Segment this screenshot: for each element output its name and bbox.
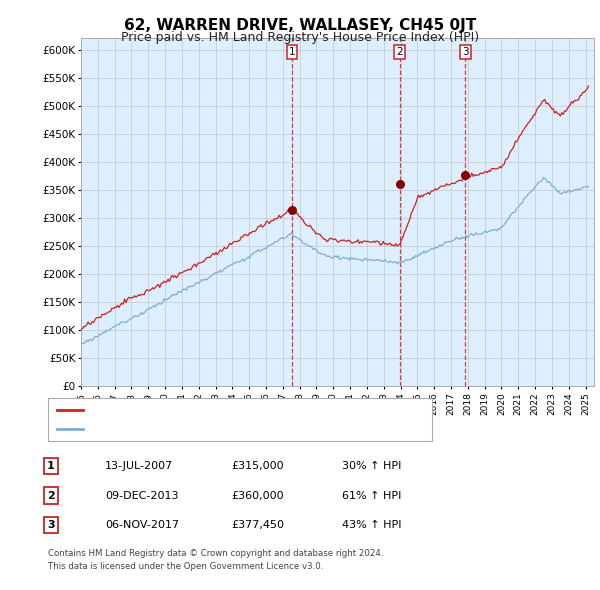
Text: 2: 2 [47,491,55,500]
Text: 1: 1 [47,461,55,471]
Text: HPI: Average price, detached house, Wirral: HPI: Average price, detached house, Wirr… [88,424,311,434]
Text: £377,450: £377,450 [231,520,284,530]
Text: 2: 2 [396,47,403,57]
Text: £360,000: £360,000 [231,491,284,500]
Text: 62, WARREN DRIVE, WALLASEY, CH45 0JT: 62, WARREN DRIVE, WALLASEY, CH45 0JT [124,18,476,32]
Text: £315,000: £315,000 [231,461,284,471]
Text: 62, WARREN DRIVE, WALLASEY, CH45 0JT (detached house): 62, WARREN DRIVE, WALLASEY, CH45 0JT (de… [88,405,398,415]
Text: This data is licensed under the Open Government Licence v3.0.: This data is licensed under the Open Gov… [48,562,323,571]
Text: 09-DEC-2013: 09-DEC-2013 [105,491,179,500]
Text: 3: 3 [462,47,469,57]
Text: 1: 1 [289,47,295,57]
Text: 06-NOV-2017: 06-NOV-2017 [105,520,179,530]
Text: 30% ↑ HPI: 30% ↑ HPI [342,461,401,471]
Text: Price paid vs. HM Land Registry's House Price Index (HPI): Price paid vs. HM Land Registry's House … [121,31,479,44]
Text: 61% ↑ HPI: 61% ↑ HPI [342,491,401,500]
Text: Contains HM Land Registry data © Crown copyright and database right 2024.: Contains HM Land Registry data © Crown c… [48,549,383,558]
Text: 43% ↑ HPI: 43% ↑ HPI [342,520,401,530]
Text: 3: 3 [47,520,55,530]
Text: 13-JUL-2007: 13-JUL-2007 [105,461,173,471]
